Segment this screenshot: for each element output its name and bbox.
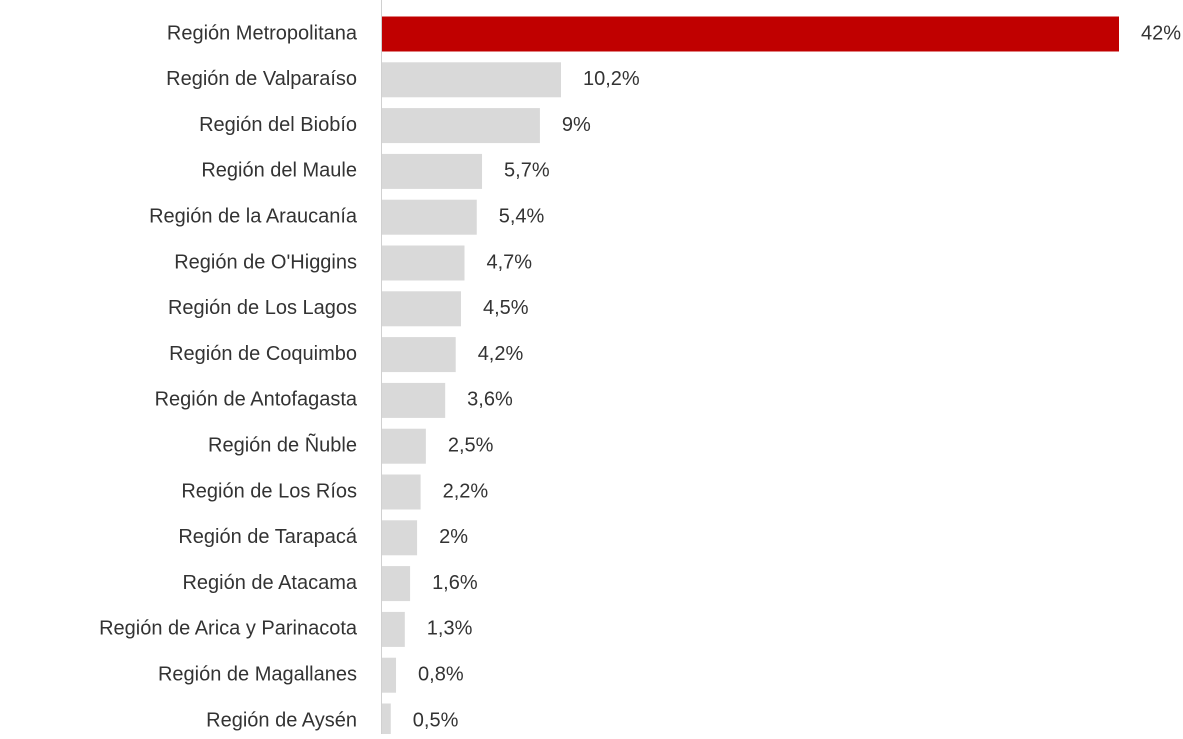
- bar: [382, 199, 477, 235]
- bar: [382, 428, 426, 464]
- value-label: 5,7%: [504, 160, 550, 182]
- category-label: Región de Tarapacá: [178, 526, 358, 548]
- category-label: Región de Atacama: [182, 572, 357, 594]
- value-label: 4,2%: [478, 343, 524, 365]
- bar: [382, 245, 465, 281]
- bar: [382, 566, 411, 602]
- bar: [382, 703, 391, 739]
- bar: [382, 657, 397, 693]
- category-label: Región de O'Higgins: [174, 251, 357, 273]
- category-label: Región del Maule: [201, 160, 357, 182]
- category-label: Región Metropolitana: [167, 22, 358, 44]
- bar: [382, 474, 421, 510]
- category-label: Región de Los Lagos: [168, 297, 357, 319]
- category-label: Región de la Araucanía: [149, 205, 358, 227]
- value-label: 1,6%: [432, 572, 478, 594]
- bar: [382, 108, 540, 144]
- category-label: Región de Magallanes: [158, 663, 357, 685]
- bar: [382, 611, 405, 647]
- value-label: 2,2%: [443, 480, 489, 502]
- bar: [382, 16, 1119, 52]
- value-label: 0,5%: [413, 709, 459, 731]
- category-label: Región de Los Ríos: [181, 480, 357, 502]
- bar: [382, 382, 446, 418]
- value-label: 9%: [562, 114, 591, 136]
- value-label: 3,6%: [467, 389, 513, 411]
- bar: [382, 291, 461, 327]
- category-label: Región del Biobío: [199, 114, 357, 136]
- value-label: 2,5%: [448, 434, 494, 456]
- category-label: Región de Aysén: [206, 709, 357, 731]
- bar: [382, 62, 561, 98]
- category-label: Región de Antofagasta: [155, 389, 358, 411]
- value-label: 2%: [439, 526, 468, 548]
- bar: [382, 153, 483, 189]
- value-label: 4,5%: [483, 297, 529, 319]
- bar: [382, 337, 456, 373]
- value-label: 42%: [1141, 22, 1181, 44]
- value-label: 4,7%: [486, 251, 532, 273]
- category-label: Región de Coquimbo: [169, 343, 357, 365]
- value-label: 0,8%: [418, 663, 464, 685]
- bar: [382, 520, 418, 556]
- value-label: 10,2%: [583, 68, 640, 90]
- value-label: 5,4%: [499, 205, 545, 227]
- category-label: Región de Ñuble: [208, 432, 357, 456]
- value-label: 1,3%: [427, 618, 473, 640]
- category-label: Región de Arica y Parinacota: [99, 618, 358, 640]
- category-label: Región de Valparaíso: [166, 68, 357, 90]
